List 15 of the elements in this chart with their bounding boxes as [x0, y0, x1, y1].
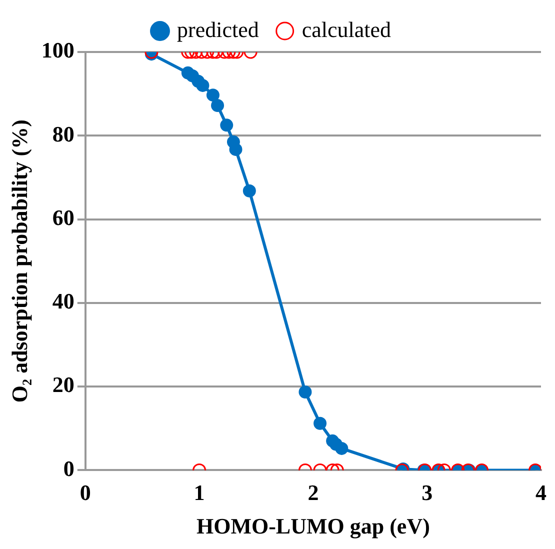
y-tick-label: 20 [52, 372, 74, 398]
legend-label: predicted [177, 16, 259, 42]
x-tick-label: 1 [194, 480, 205, 506]
y-tick-label: 40 [52, 288, 74, 314]
x-tick-label: 0 [80, 480, 91, 506]
y-tick-label: 100 [41, 38, 74, 63]
x-tick-label: 4 [536, 480, 546, 506]
y-tick-label: 80 [52, 121, 74, 146]
legend-label: calculated [302, 16, 392, 42]
x-axis-title: HOMO-LUMO gap (eV) [196, 513, 430, 538]
y-tick-label: 0 [63, 456, 74, 481]
x-tick-label: 3 [422, 480, 433, 506]
y-axis-title: O₂ adsorption probability (%) [6, 120, 32, 403]
x-tick-label: 2 [308, 480, 319, 506]
y-tick-label: 60 [52, 204, 74, 230]
